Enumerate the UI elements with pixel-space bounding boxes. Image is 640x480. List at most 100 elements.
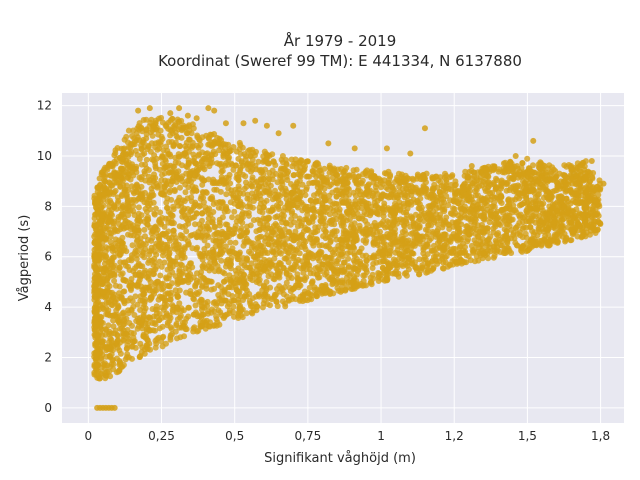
data-point	[367, 226, 374, 233]
data-point	[275, 239, 282, 246]
data-point	[102, 293, 109, 300]
data-point	[415, 205, 422, 212]
data-point	[256, 272, 262, 279]
data-point	[461, 172, 468, 179]
data-point	[513, 224, 519, 231]
data-point	[430, 230, 437, 237]
data-point	[504, 240, 511, 246]
data-point	[163, 199, 170, 206]
data-point	[152, 144, 159, 151]
data-point	[145, 270, 152, 277]
data-point	[420, 250, 427, 257]
data-point	[306, 219, 312, 226]
data-point	[355, 173, 362, 180]
data-point	[104, 269, 111, 276]
data-point	[151, 211, 158, 218]
data-point	[198, 158, 205, 164]
data-point	[378, 220, 385, 227]
data-point	[365, 181, 372, 188]
data-point	[367, 274, 374, 281]
data-point	[429, 248, 436, 254]
data-point	[241, 271, 247, 278]
data-point	[280, 212, 287, 219]
data-point	[189, 232, 195, 239]
data-point	[163, 310, 170, 317]
data-point	[409, 260, 416, 267]
data-point	[591, 218, 598, 225]
data-point	[500, 233, 507, 240]
data-point	[209, 264, 215, 270]
data-point	[322, 253, 329, 260]
data-point	[362, 262, 369, 269]
data-point	[404, 198, 411, 204]
data-point	[155, 131, 162, 138]
data-point	[99, 332, 106, 339]
data-point	[249, 277, 256, 284]
data-point	[351, 250, 358, 257]
data-point	[408, 182, 415, 189]
data-point	[182, 189, 189, 196]
data-point	[408, 215, 415, 222]
data-point	[414, 231, 421, 238]
data-point	[114, 337, 121, 344]
data-point	[225, 156, 232, 163]
data-point	[439, 244, 446, 251]
data-point	[225, 248, 232, 255]
data-point	[140, 117, 147, 123]
data-point	[356, 249, 362, 256]
data-point	[221, 313, 228, 320]
data-point	[167, 187, 174, 194]
data-point	[387, 194, 394, 200]
data-point	[106, 189, 113, 196]
data-point	[323, 178, 330, 185]
data-point	[253, 293, 260, 300]
data-point	[597, 185, 604, 192]
data-point	[150, 157, 157, 164]
data-point	[142, 189, 148, 196]
data-point	[485, 183, 492, 190]
data-point	[274, 179, 281, 186]
data-point	[499, 242, 506, 249]
data-point	[522, 230, 529, 237]
data-point	[173, 133, 180, 140]
data-point	[454, 200, 461, 207]
data-point	[326, 192, 333, 199]
data-point	[260, 224, 267, 231]
data-point	[141, 308, 148, 315]
data-point	[464, 183, 471, 190]
data-point	[287, 288, 294, 295]
data-point	[510, 229, 517, 236]
data-point	[480, 225, 487, 232]
data-point	[172, 159, 179, 166]
data-point	[120, 288, 127, 295]
data-point	[181, 333, 188, 340]
data-point	[455, 212, 462, 219]
data-point	[377, 179, 384, 186]
data-point	[156, 317, 163, 323]
data-point	[178, 324, 185, 331]
data-point	[175, 168, 182, 175]
data-point	[272, 272, 279, 279]
data-point	[185, 279, 192, 286]
data-point	[420, 171, 427, 178]
data-point	[156, 235, 162, 242]
data-point	[253, 228, 260, 235]
data-point	[167, 334, 174, 341]
data-point	[517, 214, 523, 221]
data-point	[510, 176, 517, 183]
data-point	[125, 310, 132, 317]
data-point	[573, 206, 580, 213]
data-point	[469, 180, 476, 187]
data-point	[325, 244, 332, 251]
data-point	[125, 231, 131, 238]
data-point	[152, 266, 159, 273]
data-point	[523, 240, 530, 247]
data-point	[353, 166, 360, 173]
data-point	[231, 208, 238, 215]
data-point	[223, 297, 230, 304]
data-point	[150, 174, 157, 181]
data-point	[192, 309, 199, 316]
data-point	[381, 200, 388, 207]
data-point	[231, 280, 238, 287]
data-point	[168, 196, 175, 203]
